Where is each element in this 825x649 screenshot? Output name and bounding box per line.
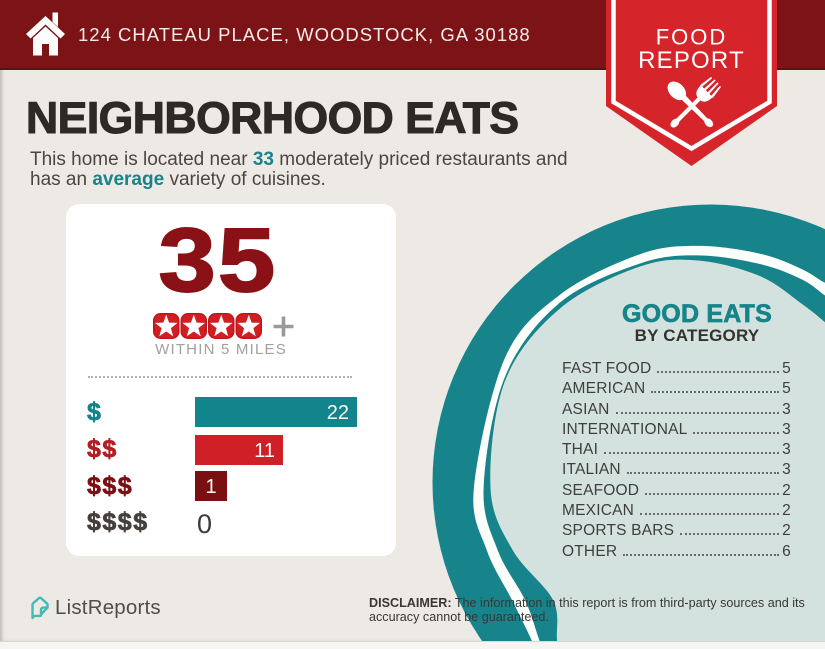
- svg-text:FOOD: FOOD: [656, 25, 728, 50]
- svg-text:REPORT: REPORT: [638, 47, 745, 74]
